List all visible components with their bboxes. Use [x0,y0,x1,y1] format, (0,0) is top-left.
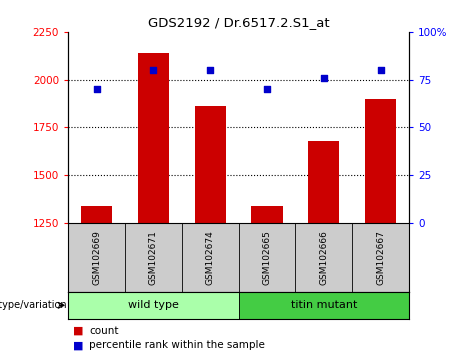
Point [263,86,271,92]
Point [320,75,328,81]
Bar [365,99,396,223]
Text: GSM102671: GSM102671 [149,230,158,285]
Bar [68,292,238,319]
Point [149,67,157,73]
Text: GSM102674: GSM102674 [206,230,215,285]
Text: genotype/variation: genotype/variation [0,300,67,310]
Text: GSM102667: GSM102667 [376,230,385,285]
Text: GSM102666: GSM102666 [319,230,328,285]
Point [377,67,384,73]
Bar [251,206,282,223]
Text: GSM102669: GSM102669 [92,230,101,285]
Bar [308,141,339,223]
Point [93,86,100,92]
Title: GDS2192 / Dr.6517.2.S1_at: GDS2192 / Dr.6517.2.S1_at [148,16,329,29]
Point [206,67,214,73]
Text: ■: ■ [73,340,83,350]
Bar [195,107,226,223]
Text: count: count [89,326,119,336]
Text: percentile rank within the sample: percentile rank within the sample [89,340,265,350]
Text: wild type: wild type [128,300,179,310]
Text: GSM102665: GSM102665 [262,230,271,285]
Text: titin mutant: titin mutant [290,300,357,310]
Text: ■: ■ [73,326,83,336]
Bar [238,292,409,319]
Bar [138,53,169,223]
Bar [81,206,112,223]
